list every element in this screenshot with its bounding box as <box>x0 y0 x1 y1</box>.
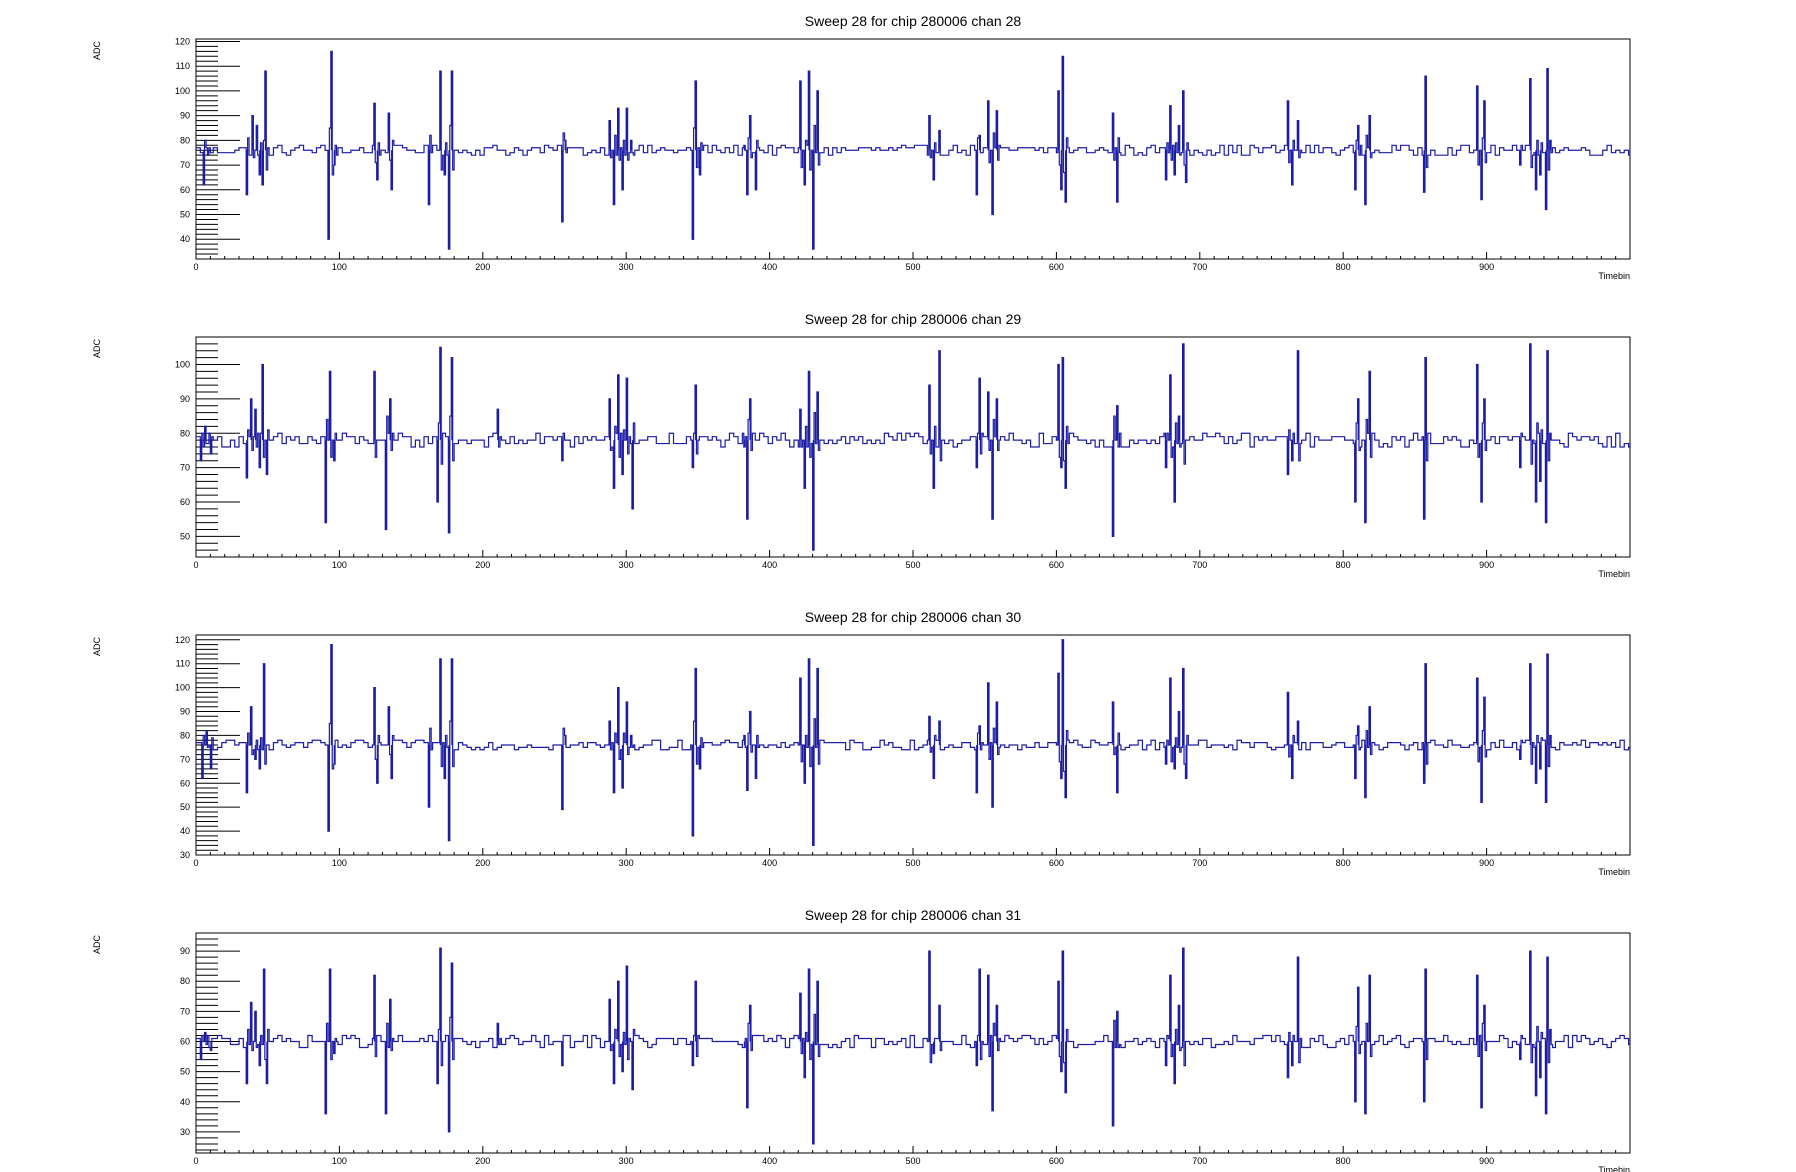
x-tick-label: 300 <box>619 1156 634 1166</box>
x-tick-label: 600 <box>1049 262 1064 272</box>
x-tick-label: 900 <box>1479 1156 1494 1166</box>
y-tick-label: 50 <box>180 802 190 812</box>
y-tick-label: 30 <box>180 1127 190 1137</box>
y-tick-label: 90 <box>180 946 190 956</box>
y-tick-label: 50 <box>180 531 190 541</box>
y-tick-label: 100 <box>175 360 190 370</box>
x-tick-label: 200 <box>475 858 490 868</box>
plot-frame <box>195 38 1631 260</box>
x-tick-label: 800 <box>1336 560 1351 570</box>
x-tick-label: 600 <box>1049 560 1064 570</box>
x-tick-label: 900 <box>1479 560 1494 570</box>
x-tick-label: 300 <box>619 858 634 868</box>
adc-trace <box>195 50 1630 250</box>
x-tick-label: 800 <box>1336 858 1351 868</box>
chart-title: Sweep 28 for chip 280006 chan 30 <box>805 609 1022 625</box>
y-tick-label: 80 <box>180 428 190 438</box>
y-tick-label: 40 <box>180 826 190 836</box>
x-tick-label: 100 <box>332 858 347 868</box>
y-tick-label: 80 <box>180 976 190 986</box>
x-tick-label: 700 <box>1192 560 1207 570</box>
adc-trace <box>195 639 1630 847</box>
adc-trace <box>196 947 1630 1145</box>
y-tick-label: 80 <box>180 135 190 145</box>
y-tick-label: 40 <box>180 1097 190 1107</box>
chart-panel-3: Sweep 28 for chip 280006 chan 31 ADC Timeb… <box>92 907 1631 1172</box>
x-tick-label: 300 <box>619 262 634 272</box>
y-axis-label: ADC <box>92 339 102 359</box>
x-tick-label: 500 <box>905 262 920 272</box>
chart-title: Sweep 28 for chip 280006 chan 29 <box>805 311 1022 327</box>
y-tick-label: 120 <box>175 635 190 645</box>
x-tick-label: 100 <box>332 560 347 570</box>
x-tick-label: 500 <box>905 560 920 570</box>
x-tick-label: 900 <box>1479 858 1494 868</box>
y-tick-label: 70 <box>180 1006 190 1016</box>
y-tick-label: 80 <box>180 730 190 740</box>
x-tick-label: 700 <box>1192 1156 1207 1166</box>
y-tick-label: 60 <box>180 1036 190 1046</box>
y-tick-label: 50 <box>180 1067 190 1077</box>
y-tick-label: 70 <box>180 160 190 170</box>
chart-panel-1: Sweep 28 for chip 280006 chan 29 ADC Timeb… <box>92 311 1631 579</box>
y-tick-label: 30 <box>180 850 190 860</box>
x-tick-label: 0 <box>193 560 198 570</box>
x-tick-label: 400 <box>762 1156 777 1166</box>
x-axis-label: Timebin <box>1598 867 1630 877</box>
chart-panel-2: Sweep 28 for chip 280006 chan 30 ADC Timeb… <box>92 609 1631 877</box>
x-tick-label: 0 <box>193 262 198 272</box>
y-tick-label: 100 <box>175 683 190 693</box>
x-tick-label: 800 <box>1336 1156 1351 1166</box>
x-tick-label: 600 <box>1049 1156 1064 1166</box>
x-tick-label: 500 <box>905 858 920 868</box>
x-tick-label: 400 <box>762 560 777 570</box>
y-tick-label: 110 <box>176 659 190 669</box>
y-tick-label: 40 <box>180 234 190 244</box>
adc-trace <box>195 343 1630 551</box>
x-tick-label: 300 <box>619 560 634 570</box>
y-tick-label: 110 <box>176 61 190 71</box>
x-tick-label: 200 <box>475 262 490 272</box>
chart-title: Sweep 28 for chip 280006 chan 31 <box>805 907 1022 923</box>
x-tick-label: 900 <box>1479 262 1494 272</box>
x-tick-label: 500 <box>905 1156 920 1166</box>
x-tick-label: 700 <box>1192 262 1207 272</box>
x-tick-label: 0 <box>193 1156 198 1166</box>
x-axis-label: Timebin <box>1598 569 1630 579</box>
plot-frame <box>195 932 1631 1154</box>
x-tick-label: 100 <box>332 262 347 272</box>
y-tick-label: 90 <box>180 111 190 121</box>
y-axis-label: ADC <box>92 637 102 657</box>
y-tick-label: 100 <box>175 86 190 96</box>
x-tick-label: 200 <box>475 560 490 570</box>
x-tick-label: 100 <box>332 1156 347 1166</box>
y-tick-label: 60 <box>180 778 190 788</box>
y-axis-label: ADC <box>92 41 102 61</box>
chart-title: Sweep 28 for chip 280006 chan 28 <box>805 13 1022 29</box>
x-tick-label: 700 <box>1192 858 1207 868</box>
y-axis-label: ADC <box>92 935 102 955</box>
y-tick-label: 90 <box>180 394 190 404</box>
y-tick-label: 70 <box>180 463 190 473</box>
x-tick-label: 200 <box>475 1156 490 1166</box>
y-tick-label: 90 <box>180 707 190 717</box>
y-tick-label: 60 <box>180 497 190 507</box>
y-tick-label: 60 <box>180 185 190 195</box>
x-tick-label: 400 <box>762 858 777 868</box>
y-tick-label: 50 <box>180 210 190 220</box>
x-axis-label: Timebin <box>1598 1165 1630 1172</box>
x-tick-label: 600 <box>1049 858 1064 868</box>
chart-panel-0: Sweep 28 for chip 280006 chan 28 ADC Timeb… <box>92 13 1631 281</box>
x-tick-label: 400 <box>762 262 777 272</box>
y-tick-label: 120 <box>175 36 190 46</box>
y-tick-label: 70 <box>180 754 190 764</box>
x-tick-label: 0 <box>193 858 198 868</box>
x-axis-label: Timebin <box>1598 271 1630 281</box>
x-tick-label: 800 <box>1336 262 1351 272</box>
